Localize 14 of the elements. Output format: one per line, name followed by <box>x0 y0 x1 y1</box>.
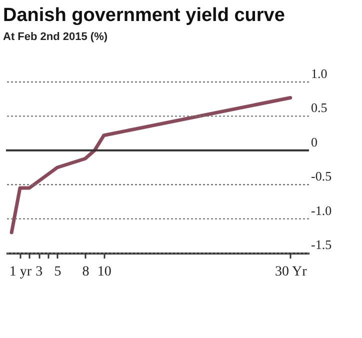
y-tick-label: -0.5 <box>311 168 332 184</box>
x-tick-label: 3 <box>36 264 43 280</box>
y-tick-label: -1.0 <box>311 202 332 218</box>
chart-subtitle: At Feb 2nd 2015 (%) <box>3 31 108 43</box>
y-tick-label: 0.5 <box>311 100 328 116</box>
y-tick-label: 0 <box>311 134 318 150</box>
x-tick-label: 5 <box>54 264 62 280</box>
y-tick-label: -1.5 <box>311 237 332 252</box>
x-tick-label: 1 yr <box>9 264 32 280</box>
y-tick-label: 1.0 <box>311 66 328 81</box>
x-tick-label: 8 <box>82 264 90 280</box>
chart-title: Danish government yield curve <box>3 5 285 26</box>
x-tick-label: 30 Yr <box>274 264 308 280</box>
x-tick-label: 10 <box>97 264 112 280</box>
